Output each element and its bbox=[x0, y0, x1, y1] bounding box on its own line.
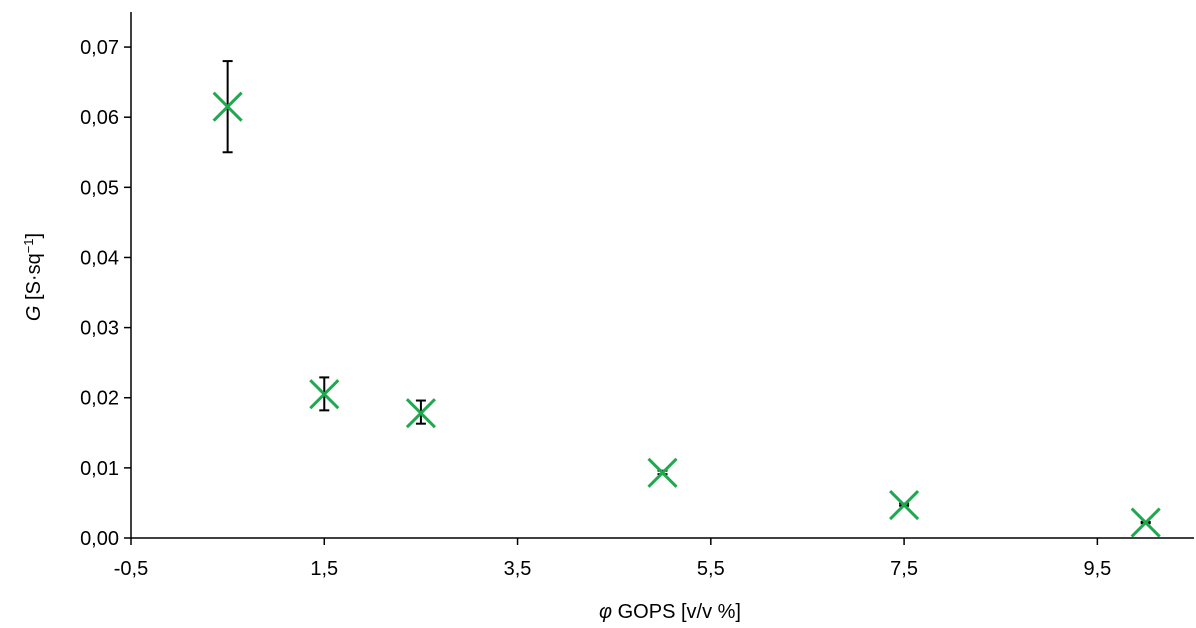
data-point bbox=[647, 457, 678, 488]
y-axis-label-text: [S·sq bbox=[23, 253, 45, 305]
y-axis-symbol: G bbox=[23, 306, 45, 322]
error-bars bbox=[222, 60, 1151, 525]
x-tick-label: 5,5 bbox=[697, 558, 725, 580]
y-tick-label: 0,04 bbox=[80, 247, 119, 269]
x-axis-symbol: φ bbox=[599, 601, 612, 623]
y-axis-title: G [S·sq−1] bbox=[21, 233, 46, 321]
data-point bbox=[405, 398, 436, 429]
x-marker-stroke bbox=[405, 398, 436, 429]
x-marker-stroke bbox=[309, 379, 340, 410]
y-tick-label: 0,06 bbox=[80, 107, 119, 129]
y-tick-label: 0,03 bbox=[80, 318, 119, 340]
y-tick-label: 0,01 bbox=[80, 458, 119, 480]
x-marker-stroke bbox=[647, 457, 678, 488]
data-point bbox=[309, 379, 340, 410]
x-axis-title: φ GOPS [v/v %] bbox=[599, 601, 741, 623]
y-tick-label: 0,07 bbox=[80, 37, 119, 59]
y-tick-label: 0,05 bbox=[80, 177, 119, 199]
y-axis-label-superscript: −1 bbox=[21, 238, 36, 253]
x-tick-label: 3,5 bbox=[504, 558, 532, 580]
y-tick-label: 0,00 bbox=[80, 528, 119, 550]
data-point bbox=[1130, 507, 1161, 538]
data-point bbox=[212, 91, 243, 122]
x-tick-label: 7,5 bbox=[890, 558, 918, 580]
x-marker-stroke bbox=[889, 489, 920, 521]
x-marker-stroke bbox=[212, 91, 243, 122]
x-tick-label: 1,5 bbox=[310, 558, 338, 580]
axes bbox=[130, 12, 1194, 539]
x-axis-label-text: GOPS [v/v %] bbox=[612, 601, 741, 623]
x-tick-label: -0,5 bbox=[114, 558, 148, 580]
x-tick-label: 9,5 bbox=[1083, 558, 1111, 580]
ticks: 0,00 0,01 0,02 0,03 0,04 0,05 0,06 0,07 -0,5 1,5 3… bbox=[80, 37, 1111, 580]
data-point bbox=[889, 489, 920, 521]
x-marker-stroke bbox=[1130, 507, 1161, 538]
y-axis-label-suffix: ] bbox=[23, 233, 45, 239]
y-tick-label: 0,02 bbox=[80, 388, 119, 410]
data-markers bbox=[212, 91, 1161, 538]
